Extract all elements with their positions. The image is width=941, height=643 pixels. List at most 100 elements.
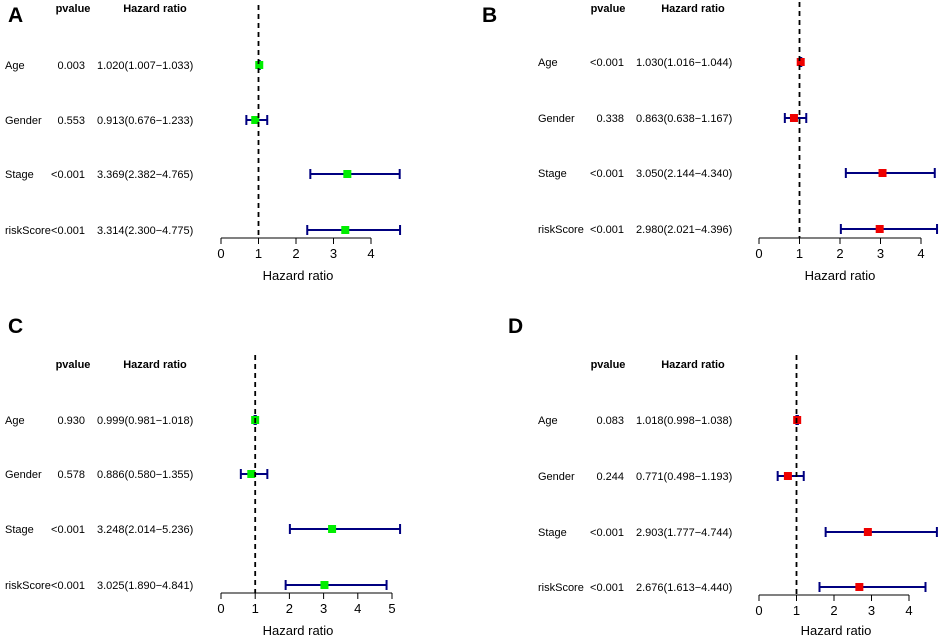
row-hazard-ratio-text: 0.771(0.498−1.193) [636,471,732,483]
row-pvalue: 0.244 [596,471,624,483]
row-hazard-ratio-text: 3.248(2.014−5.236) [97,524,193,536]
row-label: riskScore [538,582,584,594]
hazard-ratio-header: Hazard ratio [661,3,725,15]
x-tick-label: 0 [755,603,762,618]
x-tick-label: 4 [354,601,361,616]
row-label: Stage [538,527,567,539]
row-gender: Gender 0.553 0.913(0.676−1.233) [5,115,269,127]
x-tick-label: 4 [917,246,924,261]
x-tick-label: 0 [755,246,762,261]
row-hazard-ratio-text: 2.980(2.021−4.396) [636,224,732,236]
row-riskscore: riskScore <0.001 3.314(2.300−4.775) [5,225,402,237]
row-pvalue: <0.001 [51,225,85,237]
hr-point-marker [863,528,872,536]
row-hazard-ratio-text: 0.886(0.580−1.355) [97,469,193,481]
row-pvalue: <0.001 [590,527,624,539]
row-stage: Stage <0.001 3.369(2.382−4.765) [5,169,401,181]
row-age: Age 0.930 0.999(0.981−1.018) [5,415,260,427]
x-tick-label: 0 [217,246,224,261]
row-age: Age 0.003 1.020(1.007−1.033) [5,60,264,72]
x-tick-label: 3 [868,603,875,618]
row-hazard-ratio-text: 3.369(2.382−4.765) [97,169,193,181]
panel-letter-d: D [508,315,523,338]
row-hazard-ratio-text: 2.903(1.777−4.744) [636,527,732,539]
row-gender: Gender 0.338 0.863(0.638−1.167) [538,113,808,125]
x-axis-label: Hazard ratio [263,623,334,638]
row-age: Age 0.083 1.018(0.998−1.038) [538,415,802,427]
x-tick-label: 3 [320,601,327,616]
hr-point-marker [796,58,805,66]
x-tick-label: 4 [905,603,912,618]
row-label: Gender [5,115,42,127]
x-tick-label: 2 [836,246,843,261]
row-label: Age [538,415,558,427]
hr-point-marker [328,525,337,533]
row-stage: Stage <0.001 2.903(1.777−4.744) [538,527,938,539]
row-pvalue: <0.001 [590,224,624,236]
row-pvalue: 0.003 [57,60,85,72]
x-axis-label: Hazard ratio [801,623,872,638]
x-tick-label: 1 [252,601,259,616]
row-label: Gender [538,113,575,125]
row-pvalue: <0.001 [51,169,85,181]
hazard-ratio-header: Hazard ratio [123,359,187,371]
row-gender: Gender 0.244 0.771(0.498−1.193) [538,471,805,483]
row-hazard-ratio-text: 1.020(1.007−1.033) [97,60,193,72]
row-riskscore: riskScore <0.001 2.676(1.613−4.440) [538,582,927,594]
x-tick-label: 1 [255,246,262,261]
row-label: Age [5,60,25,72]
pvalue-header: pvalue [591,359,626,371]
row-label: Age [538,57,558,69]
row-age: Age <0.001 1.030(1.016−1.044) [538,57,805,69]
row-gender: Gender 0.578 0.886(0.580−1.355) [5,469,269,481]
x-tick-label: 2 [286,601,293,616]
row-hazard-ratio-text: 2.676(1.613−4.440) [636,582,732,594]
row-pvalue: 0.930 [57,415,85,427]
hr-point-marker [878,169,887,177]
row-pvalue: <0.001 [51,580,85,592]
panel-letter-c: C [8,315,23,338]
row-hazard-ratio-text: 0.913(0.676−1.233) [97,115,193,127]
hr-point-marker [789,114,798,122]
hr-point-marker [875,225,884,233]
row-riskscore: riskScore <0.001 2.980(2.021−4.396) [538,224,939,236]
x-tick-label: 3 [877,246,884,261]
hr-point-marker [855,583,864,591]
x-tick-label: 5 [388,601,395,616]
row-label: Stage [538,168,567,180]
row-label: Age [5,415,25,427]
hr-point-marker [341,226,350,234]
x-tick-label: 2 [292,246,299,261]
panel-letter-b: B [482,4,497,27]
hr-point-marker [343,170,352,178]
row-pvalue: <0.001 [590,57,624,69]
hr-point-marker [247,470,256,478]
row-riskscore: riskScore <0.001 3.025(1.890−4.841) [5,580,388,592]
row-label: riskScore [538,224,584,236]
panel-letter-a: A [8,4,23,27]
x-tick-label: 1 [793,603,800,618]
row-label: riskScore [5,580,51,592]
x-tick-label: 0 [217,601,224,616]
row-pvalue: 0.083 [596,415,624,427]
row-stage: Stage <0.001 3.050(2.144−4.340) [538,168,936,180]
row-label: Gender [538,471,575,483]
row-pvalue: <0.001 [590,582,624,594]
row-hazard-ratio-text: 3.314(2.300−4.775) [97,225,193,237]
pvalue-header: pvalue [56,359,91,371]
hr-point-marker [255,61,264,69]
row-label: riskScore [5,225,51,237]
hazard-ratio-header: Hazard ratio [661,359,725,371]
x-axis-label: Hazard ratio [263,268,334,283]
x-tick-label: 3 [330,246,337,261]
x-tick-label: 1 [796,246,803,261]
row-pvalue: 0.553 [57,115,85,127]
row-label: Stage [5,169,34,181]
row-label: Gender [5,469,42,481]
row-label: Stage [5,524,34,536]
